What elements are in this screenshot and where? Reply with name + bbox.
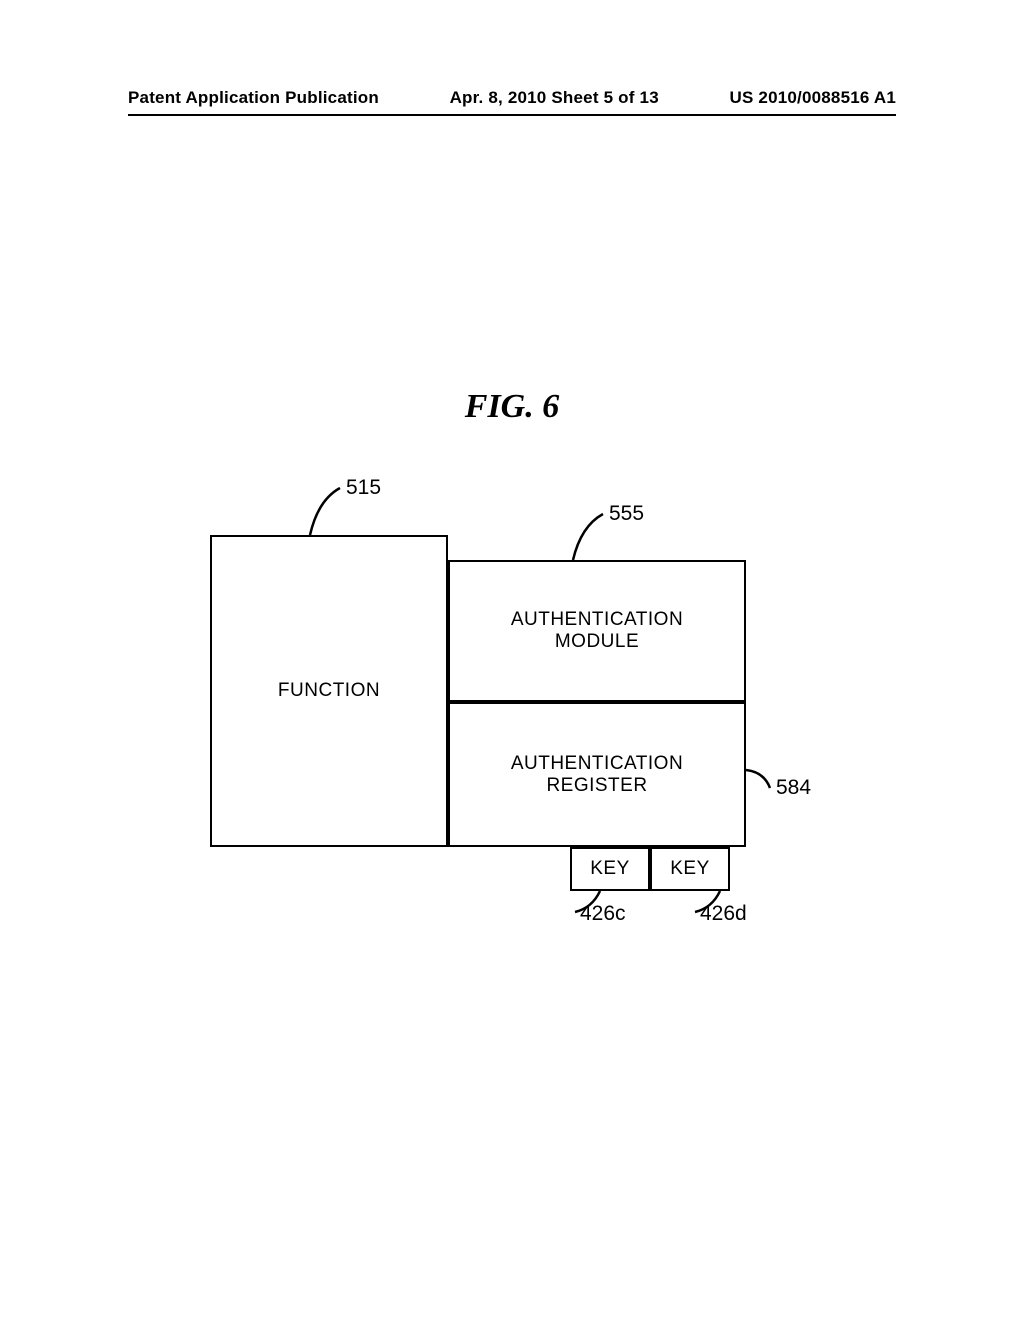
key_d-ref: 426d <box>700 902 747 926</box>
key_d-lead <box>0 0 1024 1320</box>
patent-page: Patent Application Publication Apr. 8, 2… <box>0 0 1024 1320</box>
